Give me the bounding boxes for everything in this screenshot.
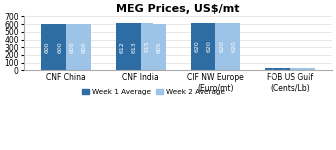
Title: MEG Prices, US$/mt: MEG Prices, US$/mt: [116, 4, 240, 14]
Text: 27.5: 27.5: [294, 62, 299, 76]
Text: 600: 600: [45, 41, 50, 53]
Bar: [228, 22, 241, 70]
Text: 613: 613: [132, 41, 137, 53]
Bar: [141, 23, 153, 70]
Text: 620: 620: [232, 41, 237, 52]
Bar: [265, 68, 278, 70]
Text: 27.3: 27.3: [269, 62, 274, 76]
Bar: [203, 22, 215, 70]
Text: 605: 605: [157, 41, 162, 53]
Bar: [191, 22, 203, 70]
Bar: [78, 24, 91, 70]
Bar: [153, 24, 166, 70]
Text: 600: 600: [70, 41, 75, 53]
Bar: [278, 68, 290, 70]
Bar: [290, 68, 303, 70]
Bar: [66, 24, 78, 70]
Legend: Week 1 Average, Week 2 Average: Week 1 Average, Week 2 Average: [79, 86, 228, 98]
Text: 27.5: 27.5: [306, 62, 311, 76]
Text: 612: 612: [120, 41, 125, 53]
Text: 27.5: 27.5: [282, 62, 287, 76]
Text: 620: 620: [219, 41, 224, 52]
Text: 620: 620: [207, 41, 212, 52]
Text: 600: 600: [82, 41, 87, 53]
Text: 615: 615: [144, 41, 150, 52]
Bar: [215, 22, 228, 70]
Bar: [303, 68, 315, 70]
Bar: [41, 24, 53, 70]
Bar: [53, 24, 66, 70]
Bar: [128, 23, 141, 70]
Text: 620: 620: [194, 41, 199, 52]
Text: 600: 600: [57, 41, 62, 53]
Bar: [116, 23, 128, 70]
